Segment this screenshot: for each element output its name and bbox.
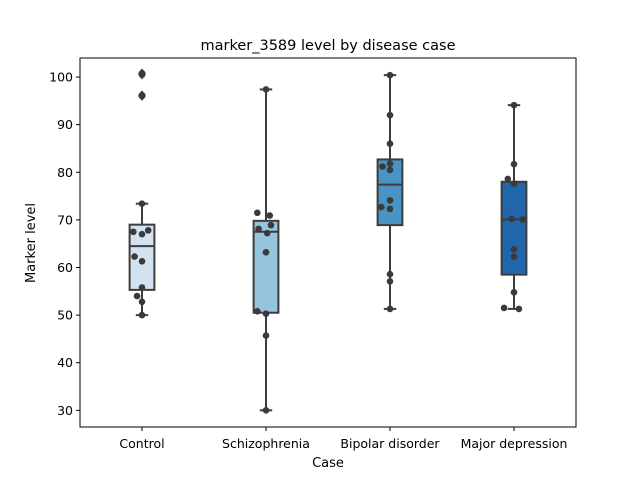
y-tick-label: 60 [57, 260, 73, 275]
data-point [262, 407, 270, 414]
box [376, 158, 404, 227]
x-tick-label: Schizophrenia [222, 436, 310, 451]
data-point [138, 258, 146, 265]
data-point [386, 305, 394, 313]
data-point [262, 248, 270, 256]
y-axis-label: Marker level [24, 203, 39, 283]
data-point [254, 308, 261, 315]
data-point [262, 332, 270, 339]
y-tick-label: 40 [57, 355, 73, 370]
y-tick-label: 50 [57, 308, 73, 323]
data-point [138, 69, 146, 77]
data-point [508, 215, 515, 223]
chart-title: marker_3589 level by disease case [201, 38, 456, 54]
data-point [262, 310, 270, 317]
data-point [386, 278, 394, 285]
data-point [510, 246, 518, 253]
data-point [386, 205, 394, 213]
data-point [267, 221, 275, 229]
data-point [254, 209, 261, 217]
box [500, 180, 528, 276]
data-point [130, 228, 137, 236]
data-point [262, 86, 270, 93]
y-tick-label: 90 [57, 117, 73, 132]
y-tick-label: 70 [57, 212, 73, 227]
x-tick-label: Control [119, 436, 164, 451]
data-point [510, 101, 518, 109]
x-tick-label: Major depression [461, 436, 568, 451]
data-point [378, 203, 385, 211]
data-point [386, 270, 394, 278]
data-point [138, 311, 146, 319]
y-tick-label: 80 [57, 165, 73, 180]
data-point [386, 160, 394, 168]
x-tick-label: Bipolar disorder [340, 436, 440, 451]
data-point [138, 298, 146, 306]
x-axis-label: Case [312, 456, 344, 471]
data-point [144, 227, 152, 234]
data-point [379, 163, 386, 170]
data-point [138, 91, 146, 99]
data-point [255, 225, 262, 233]
data-point [131, 253, 138, 260]
data-point [386, 197, 394, 204]
data-point [386, 166, 394, 174]
data-point [263, 229, 271, 237]
plot-area: 30 40 50 60 70 80 90 100 Control Schizophrenia Bip… [49, 57, 577, 451]
plot-frame [79, 57, 577, 428]
data-point [519, 216, 526, 223]
data-point [138, 200, 146, 207]
data-point [510, 253, 518, 260]
data-point [510, 180, 518, 187]
data-point [500, 304, 508, 312]
data-point [515, 305, 523, 313]
data-point [386, 111, 394, 119]
data-point [138, 284, 146, 291]
data-point [266, 212, 274, 219]
data-point [138, 230, 146, 238]
data-point [133, 292, 141, 300]
y-tick-label: 30 [57, 403, 73, 418]
y-tick-label: 100 [49, 70, 73, 85]
data-point [504, 175, 512, 183]
data-point [510, 288, 518, 296]
data-point [386, 71, 394, 79]
data-point [510, 160, 518, 168]
data-point [386, 140, 394, 148]
